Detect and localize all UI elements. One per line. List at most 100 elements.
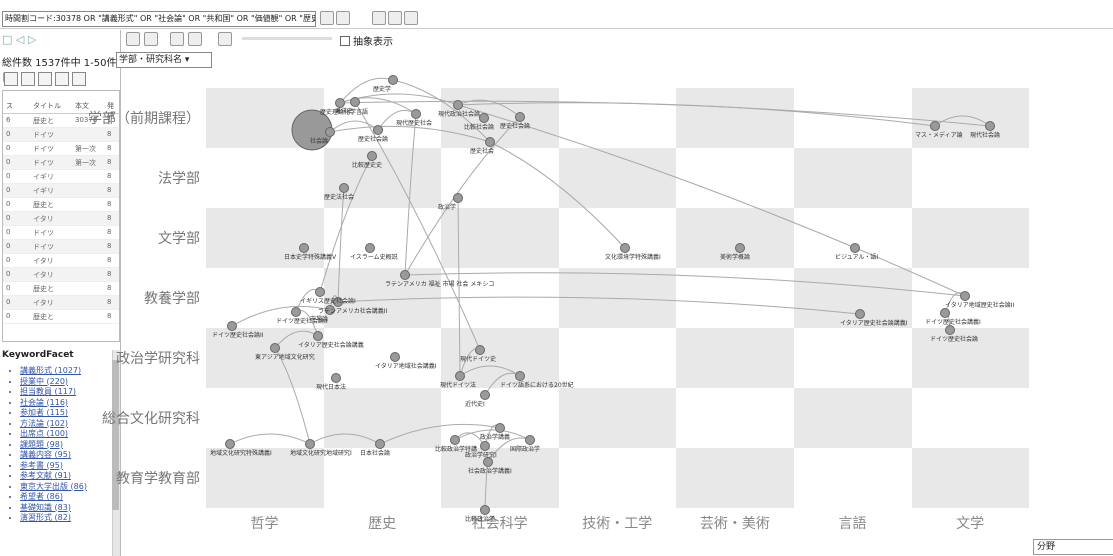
graph-node[interactable]	[400, 270, 410, 280]
table-row[interactable]: 0 イギリ 8	[3, 184, 119, 198]
facet-item[interactable]: 講義内容 (95)	[20, 450, 118, 461]
grid-icon[interactable]	[126, 32, 140, 46]
col-header[interactable]: 発見	[107, 102, 114, 120]
facet-item[interactable]: 参考文献 (91)	[20, 471, 118, 482]
graph-node[interactable]	[735, 243, 745, 253]
key-icon[interactable]	[4, 72, 18, 86]
zoom-icon[interactable]	[372, 11, 386, 25]
table-row[interactable]: 0 ドイツ 8	[3, 226, 119, 240]
graph-node[interactable]	[270, 343, 280, 353]
row-axis-select[interactable]: 学部・研究科名 ▾	[116, 52, 212, 68]
graph-node[interactable]	[299, 243, 309, 253]
graph-node[interactable]	[325, 127, 335, 137]
table-row[interactable]: 0 イタリ 8	[3, 268, 119, 282]
graph-node[interactable]	[411, 109, 421, 119]
graph-node[interactable]	[930, 121, 940, 131]
dots-icon[interactable]	[218, 32, 232, 46]
graph-node[interactable]	[225, 439, 235, 449]
layout-icon[interactable]	[388, 11, 402, 25]
graph-node[interactable]	[485, 137, 495, 147]
facet-item[interactable]: 演習形式 (82)	[20, 513, 118, 524]
graph-node[interactable]	[339, 183, 349, 193]
table-icon[interactable]	[144, 32, 158, 46]
image-icon[interactable]	[170, 32, 184, 46]
graph-node[interactable]	[333, 297, 343, 307]
facet-item[interactable]: 社会論 (116)	[20, 398, 118, 409]
graph-node[interactable]	[480, 390, 490, 400]
graph-node[interactable]	[480, 505, 490, 515]
table-row[interactable]: 6 歴史と 30378 1	[3, 114, 119, 128]
edit-icon[interactable]	[72, 72, 86, 86]
graph-node[interactable]	[940, 308, 950, 318]
graph-node[interactable]	[335, 98, 345, 108]
table-row[interactable]: 0 ドイツ 第一次 8	[3, 142, 119, 156]
graph-node[interactable]	[479, 113, 489, 123]
facet-item[interactable]: 方法論 (102)	[20, 419, 118, 430]
graph-node[interactable]	[455, 371, 465, 381]
table-row[interactable]: 0 イギリ 8	[3, 170, 119, 184]
table-row[interactable]: 0 歴史と 8	[3, 282, 119, 296]
graph-node[interactable]	[515, 112, 525, 122]
graph-node[interactable]	[315, 287, 325, 297]
graph-node[interactable]	[453, 193, 463, 203]
abstract-checkbox[interactable]	[340, 36, 350, 46]
graph-node[interactable]	[367, 151, 377, 161]
graph-node[interactable]	[331, 373, 341, 383]
graph-node[interactable]	[227, 321, 237, 331]
table-row[interactable]: 0 イタリ 8	[3, 296, 119, 310]
graph-node[interactable]	[525, 435, 535, 445]
graph-node[interactable]	[450, 435, 460, 445]
facet-item[interactable]: 参加者 (115)	[20, 408, 118, 419]
graph-node[interactable]	[495, 423, 505, 433]
graph-node[interactable]	[305, 439, 315, 449]
graph-node[interactable]	[373, 125, 383, 135]
graph-node[interactable]	[390, 352, 400, 362]
table-row[interactable]: 0 イタリ 8	[3, 212, 119, 226]
facet-item[interactable]: 課題題 (98)	[20, 440, 118, 451]
graph-node[interactable]	[350, 97, 360, 107]
graph-node[interactable]	[483, 457, 493, 467]
graph-node[interactable]	[985, 121, 995, 131]
graph-node[interactable]	[453, 100, 463, 110]
facet-item[interactable]: 担当教員 (117)	[20, 387, 118, 398]
search-icon[interactable]	[320, 11, 334, 25]
column-icon[interactable]	[55, 72, 69, 86]
column-axis-select[interactable]: 分野	[1033, 539, 1113, 555]
list-icon[interactable]	[21, 72, 35, 86]
facet-item[interactable]: 東京大学出版 (86)	[20, 482, 118, 493]
search-query-input[interactable]: 時間割コード:30378 OR "講義形式" OR "社会論" OR "共和国"…	[2, 11, 316, 27]
table-row[interactable]: 0 歴史と 8	[3, 198, 119, 212]
table-row[interactable]: 0 ドイツ 8	[3, 240, 119, 254]
graph-node[interactable]	[960, 291, 970, 301]
facet-item[interactable]: 講義形式 (1027)	[20, 366, 118, 377]
abstract-toggle[interactable]: 抽象表示	[340, 33, 393, 48]
graph-node[interactable]	[480, 441, 490, 451]
graph-node[interactable]	[291, 307, 301, 317]
link-icon[interactable]	[38, 72, 52, 86]
graph-node[interactable]	[375, 439, 385, 449]
col-header[interactable]: 本文	[75, 102, 89, 110]
graph-node[interactable]	[945, 325, 955, 335]
graph-node[interactable]	[475, 345, 485, 355]
export-icon[interactable]	[404, 11, 418, 25]
table-row[interactable]: 0 ドイツ 第一次 8	[3, 156, 119, 170]
facet-scroll-thumb[interactable]	[112, 360, 119, 510]
filter-icon[interactable]	[336, 11, 350, 25]
pager-nav[interactable]: □ ◁ ▷	[2, 33, 37, 46]
graph-node[interactable]	[620, 243, 630, 253]
facet-item[interactable]: 基礎知識 (83)	[20, 503, 118, 514]
facet-item[interactable]: 出席点 (100)	[20, 429, 118, 440]
graph-node[interactable]	[388, 75, 398, 85]
graph-node[interactable]	[365, 243, 375, 253]
facet-item[interactable]: 希望者 (86)	[20, 492, 118, 503]
table-row[interactable]: 0 ドイツ 8	[3, 128, 119, 142]
facet-item[interactable]: 授業中 (220)	[20, 377, 118, 388]
table-row[interactable]: 0 歴史と 8	[3, 310, 119, 324]
graph-node[interactable]	[325, 305, 335, 315]
table-row[interactable]: 0 イタリ 8	[3, 254, 119, 268]
star-icon[interactable]	[188, 32, 202, 46]
graph-node[interactable]	[855, 309, 865, 319]
facet-item[interactable]: 参考書 (95)	[20, 461, 118, 472]
graph-node[interactable]	[850, 243, 860, 253]
graph-node[interactable]	[515, 371, 525, 381]
